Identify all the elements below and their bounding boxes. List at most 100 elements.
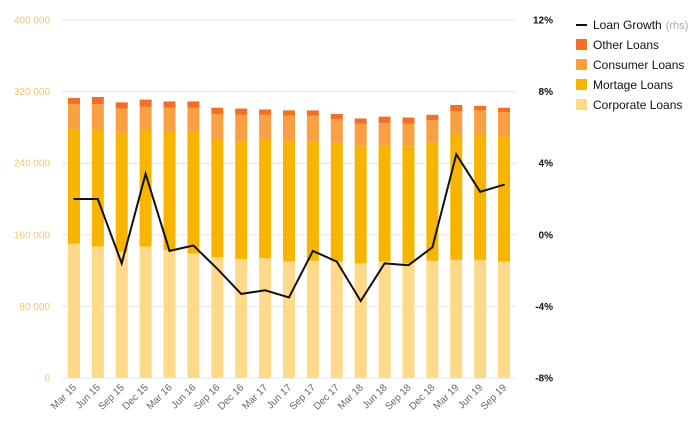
left-y-axis: 0 80 000 160 000 240 000 320 000 400 000: [14, 16, 51, 385]
bar-segment-other-loans: [139, 99, 152, 107]
bar-segment-consumer-loans: [354, 123, 367, 147]
left-tick-label: 400 000: [14, 16, 51, 27]
loan-growth-point: [168, 250, 171, 252]
legend-series-name: Loan Growth: [593, 18, 662, 32]
bar-segment-corporate-loans: [283, 261, 295, 378]
loan-growth-line-layer: [73, 151, 505, 303]
legend-label: Consumer Loans: [593, 58, 684, 72]
loan-growth-point: [455, 153, 458, 156]
right-tick-label: -8%: [535, 374, 553, 385]
x-tick-label: Mar 19: [432, 382, 462, 412]
bar-segment-other-loans: [498, 107, 511, 113]
bar-segment-consumer-loans: [498, 112, 511, 137]
bar-segment-other-loans: [330, 113, 343, 120]
bar-segment-other-loans: [426, 114, 439, 121]
bar-segment-consumer-loans: [330, 119, 343, 143]
right-tick-label: -4%: [535, 302, 553, 313]
bar-segment-other-loans: [474, 105, 487, 111]
bar-segment-other-loans: [306, 110, 319, 116]
bar-segment-other-loans: [235, 108, 248, 115]
loan-growth-point: [431, 246, 434, 249]
bar-segment-corporate-loans: [115, 251, 128, 378]
right-tick-label: 4%: [539, 159, 554, 170]
bar-segment-other-loans: [402, 117, 415, 124]
bar-segment-corporate-loans: [259, 258, 272, 378]
right-tick-label: 0%: [539, 230, 554, 241]
bar-segment-mortage-loans: [474, 135, 487, 260]
bar-segment-mortage-loans: [187, 131, 200, 254]
loan-growth-point: [192, 244, 195, 247]
bar-segment-consumer-loans: [474, 110, 487, 136]
legend-item-consumer-loans: Consumer Loans: [576, 58, 684, 72]
legend-label: Other Loans: [593, 38, 659, 52]
bar-segment-other-loans: [187, 101, 200, 108]
bar-segment-corporate-loans: [498, 261, 511, 378]
bar-segment-corporate-loans: [163, 250, 176, 378]
left-tick-label: 240 000: [14, 159, 51, 170]
x-tick-label: Sep 19: [479, 382, 509, 412]
legend-swatch: [576, 59, 587, 70]
bar-segment-mortage-loans: [91, 130, 104, 247]
bar-segment-consumer-loans: [91, 104, 104, 131]
bar-segment-corporate-loans: [330, 261, 343, 378]
legend: Loan Growth (rhs) Other Loans Consumer Loan…: [576, 18, 688, 112]
legend-item-other-loans: Other Loans: [576, 38, 659, 52]
right-tick-label: 8%: [539, 87, 554, 98]
legend-label: Mortage Loans: [593, 78, 673, 92]
bar-segment-mortage-loans: [163, 131, 176, 251]
bar-segment-consumer-loans: [67, 104, 80, 130]
bar-segment-other-loans: [91, 96, 104, 105]
legend-label-loan-growth: Loan Growth (rhs): [593, 18, 688, 32]
bar-segment-corporate-loans: [187, 253, 200, 378]
bar-segment-mortage-loans: [115, 132, 128, 252]
bar-segment-consumer-loans: [235, 114, 248, 141]
bar-segment-other-loans: [259, 109, 272, 115]
legend-item-loan-growth: Loan Growth (rhs): [576, 18, 688, 32]
bar-segment-corporate-loans: [235, 258, 248, 378]
loan-growth-point: [216, 268, 219, 270]
loan-growth-point: [264, 289, 266, 292]
x-tick-label: Mar 18: [336, 382, 366, 412]
loan-growth-point: [383, 262, 386, 265]
bar-segment-other-loans: [115, 102, 128, 109]
legend-label: Corporate Loans: [593, 98, 682, 112]
bar-segment-consumer-loans: [306, 115, 319, 141]
bar-segment-consumer-loans: [115, 108, 128, 133]
bar-segment-mortage-loans: [498, 136, 511, 262]
loan-growth-point: [288, 296, 290, 299]
bar-segment-consumer-loans: [139, 106, 152, 131]
bar-segment-consumer-loans: [426, 120, 439, 143]
bar-segment-mortage-loans: [139, 130, 152, 247]
bar-segment-consumer-loans: [378, 122, 391, 146]
x-tick-label: Dec 16: [216, 382, 246, 412]
bar-segment-mortage-loans: [402, 146, 415, 264]
legend-swatch: [576, 39, 587, 50]
legend-item-corporate-loans: Corporate Loans: [576, 98, 682, 112]
left-tick-label: 0: [44, 374, 50, 385]
bar-segment-other-loans: [378, 116, 391, 123]
bar-segment-mortage-loans: [283, 141, 295, 262]
loan-growth-point: [240, 293, 243, 295]
legend-rhs-note: (rhs): [666, 20, 689, 32]
loan-growth-point: [359, 300, 362, 302]
bar-segment-corporate-loans: [354, 263, 367, 378]
loan-growth-point: [312, 250, 314, 252]
loan-growth-point: [407, 264, 410, 267]
bar-segment-mortage-loans: [426, 142, 439, 261]
bar-segment-mortage-loans: [259, 139, 272, 259]
bar-segment-consumer-loans: [283, 115, 295, 142]
bar-segment-mortage-loans: [330, 142, 343, 262]
bar-segment-mortage-loans: [306, 140, 319, 261]
bar-segment-mortage-loans: [354, 146, 367, 264]
loan-growth-point: [503, 183, 505, 186]
loan-growth-point: [73, 198, 75, 200]
bar-segment-consumer-loans: [163, 107, 176, 132]
bar-segment-other-loans: [450, 105, 463, 112]
bar-segment-other-loans: [211, 107, 224, 114]
bar-segment-consumer-loans: [402, 123, 415, 147]
bar-segment-mortage-loans: [211, 139, 224, 258]
x-tick-label: Mar 17: [240, 382, 270, 412]
